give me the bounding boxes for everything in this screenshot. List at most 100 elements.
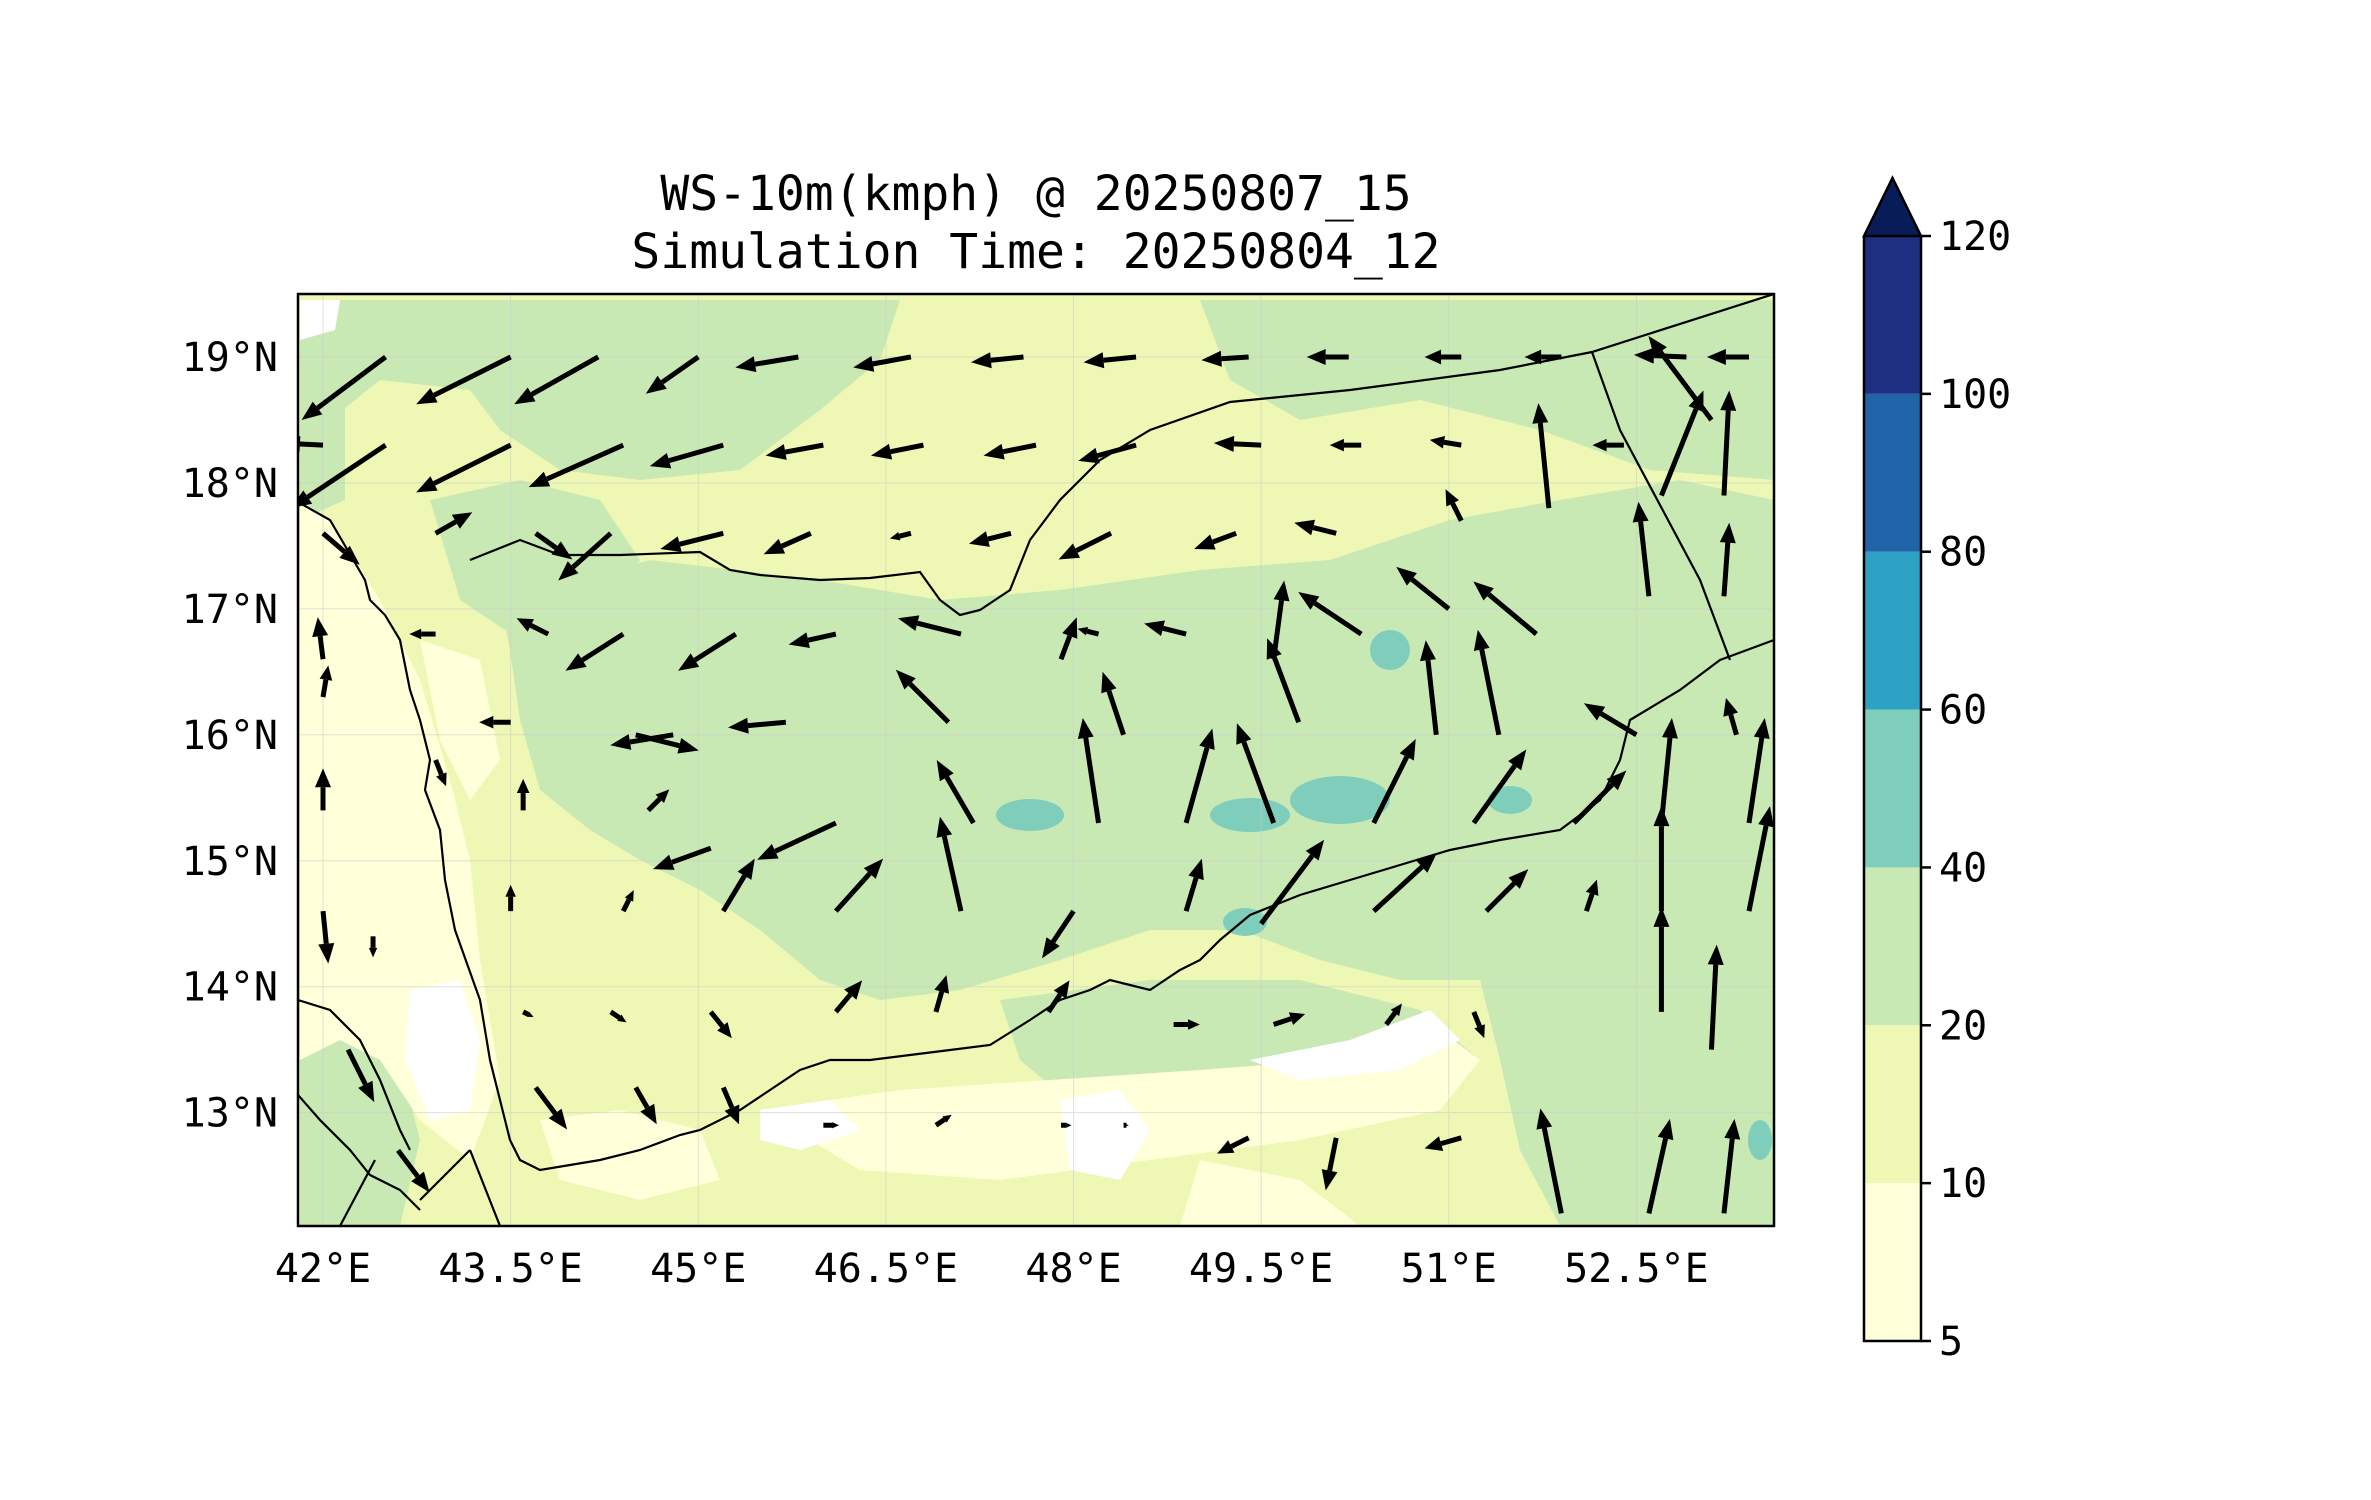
lon-tick-label: 48°E [1025,1246,1121,1292]
wind-arrow [1646,1118,1674,1214]
wind-arrow [319,665,333,698]
wind-arrow [1217,1135,1250,1154]
colorbar-extend-arrow [1861,175,1924,238]
wind-arrow [1659,390,1704,497]
colorbar-segment [1864,867,1921,1026]
wind-arrow [1484,869,1529,913]
lat-tick-label: 17°N [182,587,278,633]
wind-arrow [409,628,436,640]
wind-arrow [505,884,516,912]
coastlines-borders [298,294,1774,1226]
wind-arrow [1746,806,1774,912]
wind-arrow [522,1009,534,1018]
map-frame [296,292,1776,1228]
wind-arrow [936,759,976,825]
colorbar-tick-label: 60 [1939,688,1987,734]
colorbar-tick-label: 10 [1939,1161,1987,1207]
wind-arrow [516,778,530,811]
wind-arrow [757,820,837,860]
wind-arrow [1746,717,1770,824]
lon-tick-label: 45°E [650,1246,746,1292]
wind-arrow [720,1086,740,1125]
wind-arrow [1720,390,1737,496]
wind-arrow [635,732,699,754]
wind-arrow [1272,1012,1306,1027]
wind-arrow [1572,770,1627,825]
wind-arrow [833,980,863,1014]
wind-arrow [609,1009,627,1023]
wind-arrow [933,975,950,1013]
wind-arrow [1471,749,1527,825]
wind-arrow [1042,909,1076,959]
colorbar-tick-label: 40 [1939,845,1987,891]
wind-arrow [315,768,332,811]
wind-arrow [1592,438,1624,452]
wind-arrow [735,354,799,373]
wind-arrow [1706,348,1749,365]
wind-arrow [479,715,511,729]
wind-arrow [1058,531,1113,560]
wind-arrow [889,530,912,541]
map-plot-area [298,294,1774,1226]
wind-arrow [1424,349,1462,365]
wind-arrow [645,354,700,394]
wind-arrow [396,1148,430,1193]
colorbar-frame [1862,236,1923,1343]
colorbar-segment [1864,393,1921,552]
wind-arrow [1213,435,1262,452]
wind-arrow [1719,522,1736,597]
wind-arrow [1183,858,1204,912]
wind-arrow [1424,1135,1462,1151]
longitude-tick-labels: 42°E 43.5°E 45°E 46.5°E 48°E 49.5°E 51°E 52.5°E [275,1246,1709,1292]
map-title-line2: Simulation Time: 20250804_12 [631,224,1440,280]
wind-arrow [1658,717,1678,824]
wind-arrow [1183,728,1215,824]
colorbar-segment [1864,236,1921,394]
speed-fill-20-40 [300,300,1774,1226]
lon-tick-label: 43.5°E [438,1246,583,1292]
wind-arrow [1583,703,1638,737]
wind-arrow [1083,352,1137,369]
wind-arrow [318,910,335,964]
wind-arrow [1584,879,1599,912]
colorbar-segment [1864,1183,1921,1341]
colorbar-segment [1864,551,1921,710]
wind-arrow [765,442,824,460]
wind-arrow [1372,853,1437,913]
wind-arrow [514,354,600,405]
wind-arrow [1396,566,1451,611]
wind-arrow [1524,349,1562,365]
wind-arrow [1653,806,1670,912]
wind-arrow [728,717,787,734]
wind-arrow [1445,489,1464,522]
wind-arrow [834,858,884,913]
wind-arrow [934,1114,952,1128]
wind-arrow [633,1086,657,1125]
wind-arrow [1473,629,1502,736]
wind-arrow [1473,581,1538,636]
wind-arrow [1266,638,1302,724]
wind-arrow [416,442,512,493]
latitude-tick-labels: 19°N 18°N 17°N 16°N 15°N 14°N 13°N [182,335,278,1137]
lon-tick-label: 42°E [275,1246,371,1292]
lon-tick-label: 46.5°E [814,1246,959,1292]
wind-arrow [1723,698,1739,736]
wind-arrow [823,1122,840,1129]
wind-arrow [1471,1010,1485,1039]
wind-arrow [533,1085,568,1130]
map-title-line1: WS-10m(kmph) @ 20250807_15 [660,166,1411,222]
wind-arrow [312,617,329,660]
wind-arrow [368,936,378,958]
wind-arrow [897,615,962,637]
wind-arrow [708,1010,732,1039]
wind-arrow [853,354,912,372]
lat-tick-label: 18°N [182,461,278,507]
wind-arrow [1532,403,1552,509]
wind-arrow [1371,738,1416,825]
wind-arrow [970,352,1024,369]
wind-arrow [1321,1137,1339,1191]
lon-tick-label: 51°E [1401,1246,1497,1292]
wind-arrow [516,618,550,637]
wind-arrow [1536,1108,1564,1214]
wind-arrow [1194,530,1238,550]
